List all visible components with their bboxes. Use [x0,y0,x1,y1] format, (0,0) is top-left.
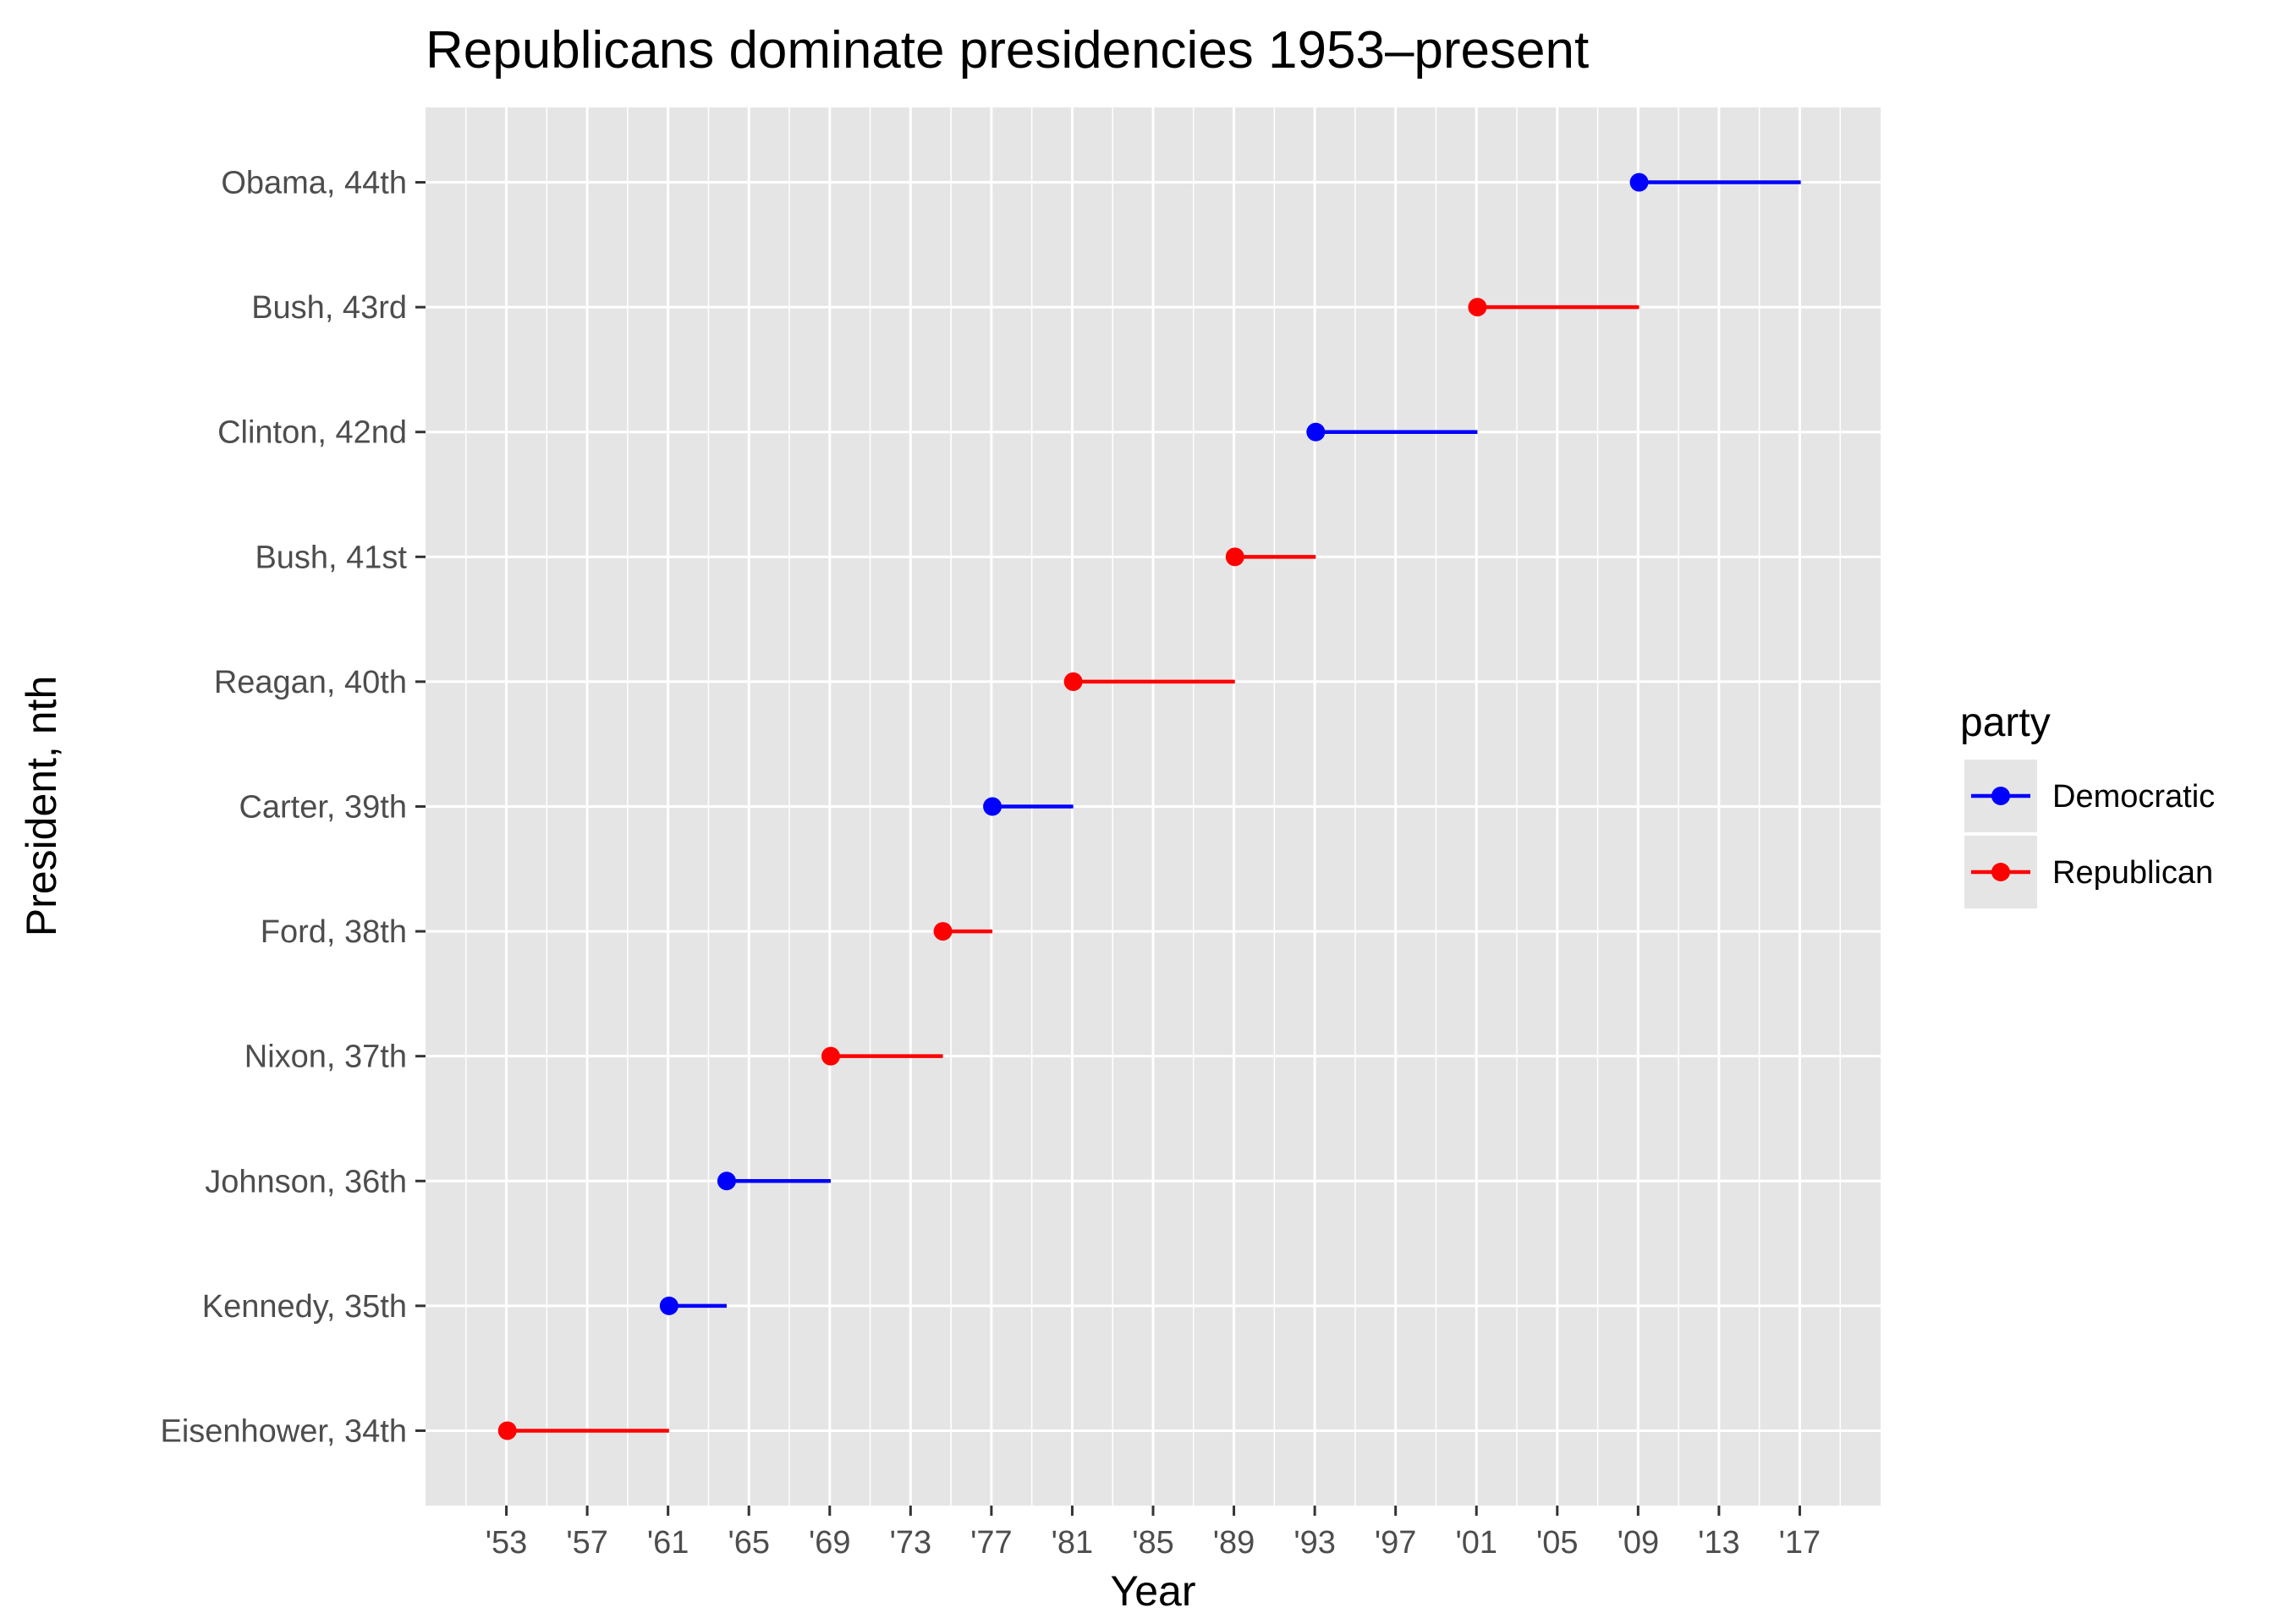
term-start-point [717,1171,736,1191]
y-axis: Eisenhower, 34th Kennedy, 35th Johnson, 36… [160,166,426,1449]
term-start-point [659,1296,678,1315]
x-tick-label: '93 [1294,1525,1336,1561]
term-start-point [1468,298,1487,317]
x-tick-label: '61 [647,1525,689,1561]
x-tick-label: '09 [1618,1525,1660,1561]
chart-title: Republicans dominate presidencies 1953–p… [426,21,1589,80]
term-start-point [1306,422,1326,442]
x-tick-label: '05 [1536,1525,1579,1561]
x-tick-label: '73 [890,1525,932,1561]
x-tick-label: '01 [1455,1525,1497,1561]
y-tick-label: Bush, 41st [255,540,407,575]
y-tick-label: Carter, 39th [239,790,407,826]
y-axis-title: President, nth [18,676,65,937]
y-tick-label: Obama, 44th [221,166,407,201]
term-start-point [1225,547,1244,567]
legend-key-point [1991,863,2010,881]
x-tick-label: '89 [1213,1525,1255,1561]
y-tick-label: Reagan, 40th [214,665,407,700]
legend: party Democratic Republican [1960,700,2215,908]
x-tick-label: '17 [1779,1525,1821,1561]
x-tick-label: '97 [1375,1525,1417,1561]
term-start-point [497,1421,517,1440]
x-axis: '53 '57 '61 '65 '69 '73 '77 '81 '85 '89 '93 '97 '01 '… [486,1506,1821,1561]
x-tick-label: '57 [566,1525,608,1561]
president-terms [497,173,1801,1440]
x-tick-label: '69 [809,1525,851,1561]
y-tick-label: Kennedy, 35th [202,1289,407,1325]
term-start-point [1629,173,1649,192]
y-tick-label: Ford, 38th [261,914,407,950]
y-tick-label: Nixon, 37th [244,1040,407,1075]
x-tick-label: '77 [970,1525,1013,1561]
term-start-point [983,797,1002,816]
term-start-point [1063,672,1083,691]
y-tick-label: Eisenhower, 34th [160,1413,407,1449]
legend-title: party [1960,700,2051,745]
x-tick-label: '85 [1132,1525,1174,1561]
legend-key-point [1991,787,2010,805]
y-tick-label: Clinton, 42nd [217,415,407,451]
y-tick-label: Johnson, 36th [205,1164,407,1199]
legend-label: Democratic [2052,779,2215,815]
x-axis-title: Year [1110,1567,1195,1615]
legend-label: Republican [2052,855,2213,891]
x-tick-label: '53 [486,1525,528,1561]
grid-major [426,107,1881,1506]
term-start-point [933,922,953,941]
term-start-point [821,1046,840,1066]
x-tick-label: '13 [1698,1525,1740,1561]
x-tick-label: '81 [1052,1525,1094,1561]
x-tick-label: '65 [728,1525,770,1561]
y-tick-label: Bush, 43rd [251,290,407,326]
legend-keys: Democratic Republican [1964,760,2215,908]
